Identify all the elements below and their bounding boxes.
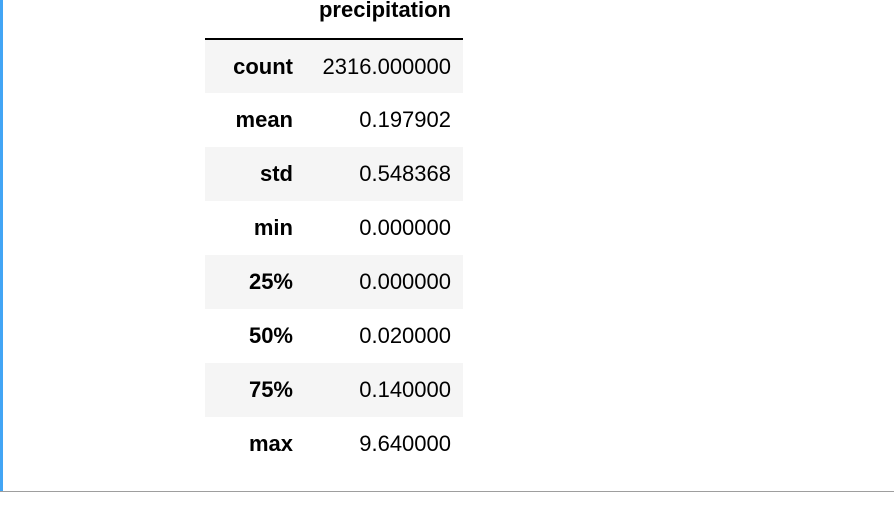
row-value: 0.000000	[359, 269, 451, 294]
cell-divider	[0, 491, 894, 492]
table-row: 25% 0.000000	[205, 255, 463, 309]
row-value: 2316.000000	[322, 53, 451, 79]
header-row: precipitation	[205, 0, 463, 40]
table-header: precipitation	[205, 0, 463, 40]
row-label: std	[260, 161, 293, 186]
table-body: count 2316.000000 mean 0.197902 std 0.54…	[205, 39, 463, 471]
describe-table: precipitation count 2316.000000 mean 0.1…	[205, 0, 463, 471]
table-row: 50% 0.020000	[205, 309, 463, 363]
row-label: max	[248, 431, 293, 456]
row-value: 9.640000	[359, 431, 451, 456]
output-area: precipitation count 2316.000000 mean 0.1…	[205, 0, 463, 471]
index-header-corner	[205, 0, 305, 40]
row-label: mean	[235, 107, 293, 132]
row-label: 75%	[248, 377, 293, 402]
row-value: 0.548368	[359, 161, 451, 186]
row-value: 0.140000	[359, 377, 451, 402]
row-label: 50%	[248, 323, 293, 348]
cell-selection-bar	[0, 0, 3, 492]
table-row: std 0.548368	[205, 147, 463, 201]
table-row: max 9.640000	[205, 417, 463, 471]
table-row: count 2316.000000	[205, 39, 463, 93]
table-row: 75% 0.140000	[205, 363, 463, 417]
row-value: 0.020000	[359, 323, 451, 348]
row-label: min	[253, 215, 293, 240]
column-header-precipitation: precipitation	[305, 0, 463, 40]
row-value: 0.000000	[359, 215, 451, 240]
table-row: mean 0.197902	[205, 93, 463, 147]
notebook-output-cell: precipitation count 2316.000000 mean 0.1…	[0, 0, 894, 492]
row-label: count	[233, 53, 293, 79]
table-row: min 0.000000	[205, 201, 463, 255]
row-label: 25%	[248, 269, 293, 294]
row-value: 0.197902	[359, 107, 451, 132]
